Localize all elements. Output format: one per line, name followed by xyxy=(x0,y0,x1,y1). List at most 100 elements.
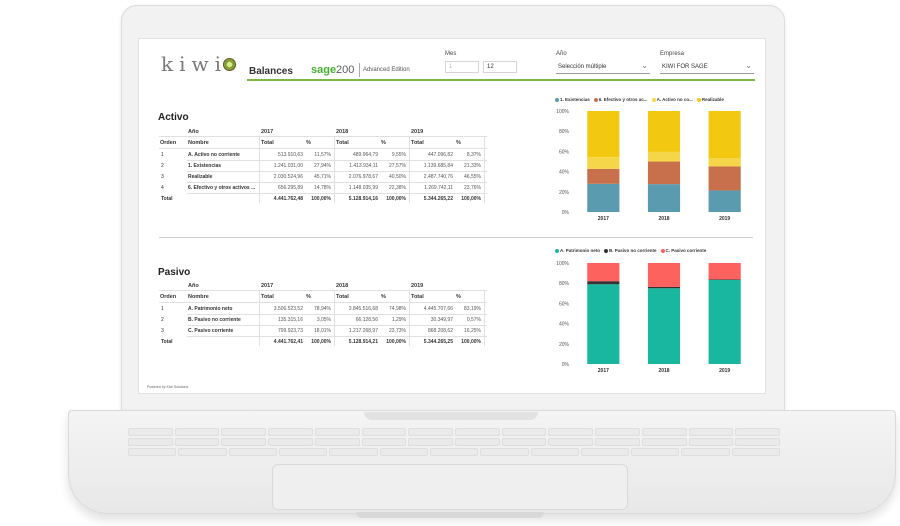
row-pct-value: 8,37% xyxy=(466,152,481,158)
row-pct-value: 0,57% xyxy=(466,317,481,323)
bar-segment xyxy=(708,158,741,167)
table-rule xyxy=(259,136,260,203)
total-pct-value: 100,00% xyxy=(311,196,331,202)
table-rule xyxy=(334,136,335,203)
y-tick-label: 0% xyxy=(562,362,570,368)
row-nombre: 6. Efectivo y otros activos ... xyxy=(188,185,256,191)
anio-select[interactable]: Selección múltiple ⌄ xyxy=(556,60,650,74)
row-total-value: 3.506.523,52 xyxy=(273,306,303,312)
x-tick-label: 2018 xyxy=(658,368,669,374)
anio-select-value: Selección múltiple xyxy=(558,64,607,70)
empresa-select[interactable]: KIWI FOR SAGE ⌄ xyxy=(660,60,754,74)
total-label: Total xyxy=(161,196,173,202)
bar-segment xyxy=(587,111,620,158)
chevron-down-icon: ⌄ xyxy=(641,61,648,70)
bar-segment xyxy=(647,161,681,185)
pasivo-legend: A. Patrimonio neto B. Pasivo no corriente… xyxy=(555,248,706,253)
row-pct-value: 3,05% xyxy=(316,317,331,323)
mes-to-input[interactable]: 12 xyxy=(483,61,517,73)
legend-item: 1. Existencias xyxy=(555,97,590,102)
activo-legend: 1. Existencias 6. Efectivo y otros ac... A… xyxy=(555,97,724,102)
y-tick-label: 60% xyxy=(559,301,570,307)
row-total-value: 2.487.740,76 xyxy=(423,174,453,180)
row-pct-value: 21,33% xyxy=(464,163,481,169)
row-nombre: A. Activo no corriente xyxy=(188,152,240,158)
bar-segment xyxy=(708,279,741,280)
row-nombre: 1. Existencias xyxy=(188,163,222,169)
table-rule xyxy=(409,290,410,346)
activo-table: Año 2017 2018 2019 Orden Nombre Total% Total% To… xyxy=(159,127,489,207)
y-tick-label: 100% xyxy=(556,109,569,115)
x-tick-label: 2018 xyxy=(658,216,669,222)
total-value: 4.441.762,41 xyxy=(273,339,303,345)
legend-dot-icon xyxy=(555,97,559,102)
laptop-hinge xyxy=(364,412,538,420)
total-pct-value: 100,00% xyxy=(461,196,481,202)
year-header-2019: 2019 xyxy=(411,283,424,289)
col-pct-header: % xyxy=(381,140,386,146)
bar-segment xyxy=(708,166,741,191)
col-pct-header: % xyxy=(306,140,311,146)
sage-edition: Advanced Edition xyxy=(363,67,410,73)
row-pct-value: 27,57% xyxy=(389,163,406,169)
total-value: 5.344.265,25 xyxy=(423,339,453,345)
row-total-value: 2.030.524,96 xyxy=(273,174,303,180)
table-rule xyxy=(159,136,487,137)
legend-item: 6. Efectivo y otros ac... xyxy=(593,97,648,102)
total-value: 5.128.914,21 xyxy=(348,339,378,345)
legend-item: B. Pasivo no corriente xyxy=(604,248,657,253)
col-total-header: Total xyxy=(336,140,349,146)
table-rule xyxy=(187,193,487,194)
table-rule xyxy=(187,160,487,161)
col-nombre-header: Nombre xyxy=(188,294,209,300)
legend-dot-icon xyxy=(660,248,665,253)
total-label: Total xyxy=(161,339,173,345)
bar-segment xyxy=(647,286,681,289)
row-pct-value: 18,01% xyxy=(314,328,331,334)
sage-divider xyxy=(359,63,360,77)
col-pct-header: % xyxy=(381,294,386,300)
mes-from-input[interactable]: 1 xyxy=(445,61,479,73)
table-rule xyxy=(187,314,487,315)
table-rule xyxy=(159,148,487,149)
x-tick-label: 2019 xyxy=(719,368,730,374)
row-pct-value: 22,38% xyxy=(389,185,406,191)
col-nombre-header: Nombre xyxy=(188,140,209,146)
row-pct-value: 46,55% xyxy=(464,174,481,180)
row-total-value: 66.128,56 xyxy=(355,317,378,323)
row-orden: 3 xyxy=(161,328,164,334)
row-orden: 4 xyxy=(161,185,164,191)
row-orden: 1 xyxy=(161,152,164,158)
total-pct-value: 100,00% xyxy=(386,339,406,345)
row-pct-value: 14,78% xyxy=(314,185,331,191)
total-pct-value: 100,00% xyxy=(386,196,406,202)
year-header-2018: 2018 xyxy=(336,283,349,289)
legend-dot-icon xyxy=(651,97,656,102)
legend-dot-icon xyxy=(696,97,701,102)
activo-chart: 0% 20% 40% 60% 80% 100% 2017 2018 2019 xyxy=(556,109,741,222)
row-pct-value: 78,94% xyxy=(314,306,331,312)
row-pct-value: 9,55% xyxy=(391,152,406,158)
y-tick-label: 80% xyxy=(559,129,570,135)
bar-segment xyxy=(647,288,681,364)
page-title: Balances xyxy=(249,66,293,77)
y-tick-label: 20% xyxy=(559,190,570,196)
row-total-value: 1.241.031,00 xyxy=(273,163,303,169)
row-total-value: 1.217.268,97 xyxy=(348,328,378,334)
row-orden: 2 xyxy=(161,317,164,323)
laptop-foot xyxy=(356,512,544,518)
kiwi-logo: kiwi xyxy=(161,52,228,76)
legend-item: Realizable xyxy=(696,97,724,102)
row-pct-value: 27,94% xyxy=(314,163,331,169)
bar-segment xyxy=(587,281,620,285)
table-rule xyxy=(334,290,335,346)
row-total-value: 1.148.035,99 xyxy=(348,185,378,191)
row-total-value: 1.139.685,84 xyxy=(423,163,453,169)
sage-version: 200 xyxy=(336,64,355,76)
activo-title: Activo xyxy=(158,112,189,123)
row-total-value: 489.964,79 xyxy=(352,152,378,158)
bar-segment xyxy=(587,284,620,364)
footnote: Powered by Kiwi Solutions xyxy=(147,385,189,389)
sage-logo: sage xyxy=(311,64,337,76)
total-value: 5.344.265,22 xyxy=(423,196,453,202)
